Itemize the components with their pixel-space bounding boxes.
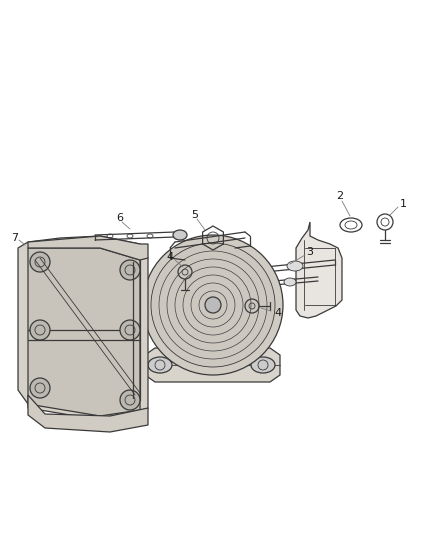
Circle shape (30, 320, 50, 340)
Text: 1: 1 (399, 199, 406, 209)
Text: 4: 4 (166, 252, 173, 262)
Circle shape (120, 320, 140, 340)
Circle shape (205, 297, 221, 313)
Polygon shape (18, 236, 148, 420)
Text: 7: 7 (11, 233, 18, 243)
Ellipse shape (284, 278, 296, 286)
Ellipse shape (173, 230, 187, 240)
Circle shape (30, 252, 50, 272)
Circle shape (151, 243, 275, 367)
Circle shape (120, 260, 140, 280)
Text: 3: 3 (307, 247, 314, 257)
Polygon shape (145, 348, 280, 382)
Circle shape (120, 390, 140, 410)
Ellipse shape (148, 357, 172, 373)
Text: 5: 5 (191, 210, 198, 220)
Polygon shape (28, 395, 148, 432)
Polygon shape (296, 222, 342, 318)
Ellipse shape (287, 261, 303, 271)
Text: 2: 2 (336, 191, 343, 201)
Polygon shape (28, 248, 140, 416)
Ellipse shape (251, 357, 275, 373)
Circle shape (30, 378, 50, 398)
Text: 4: 4 (275, 308, 282, 318)
Polygon shape (28, 236, 148, 260)
Circle shape (143, 235, 283, 375)
Text: 6: 6 (117, 213, 124, 223)
